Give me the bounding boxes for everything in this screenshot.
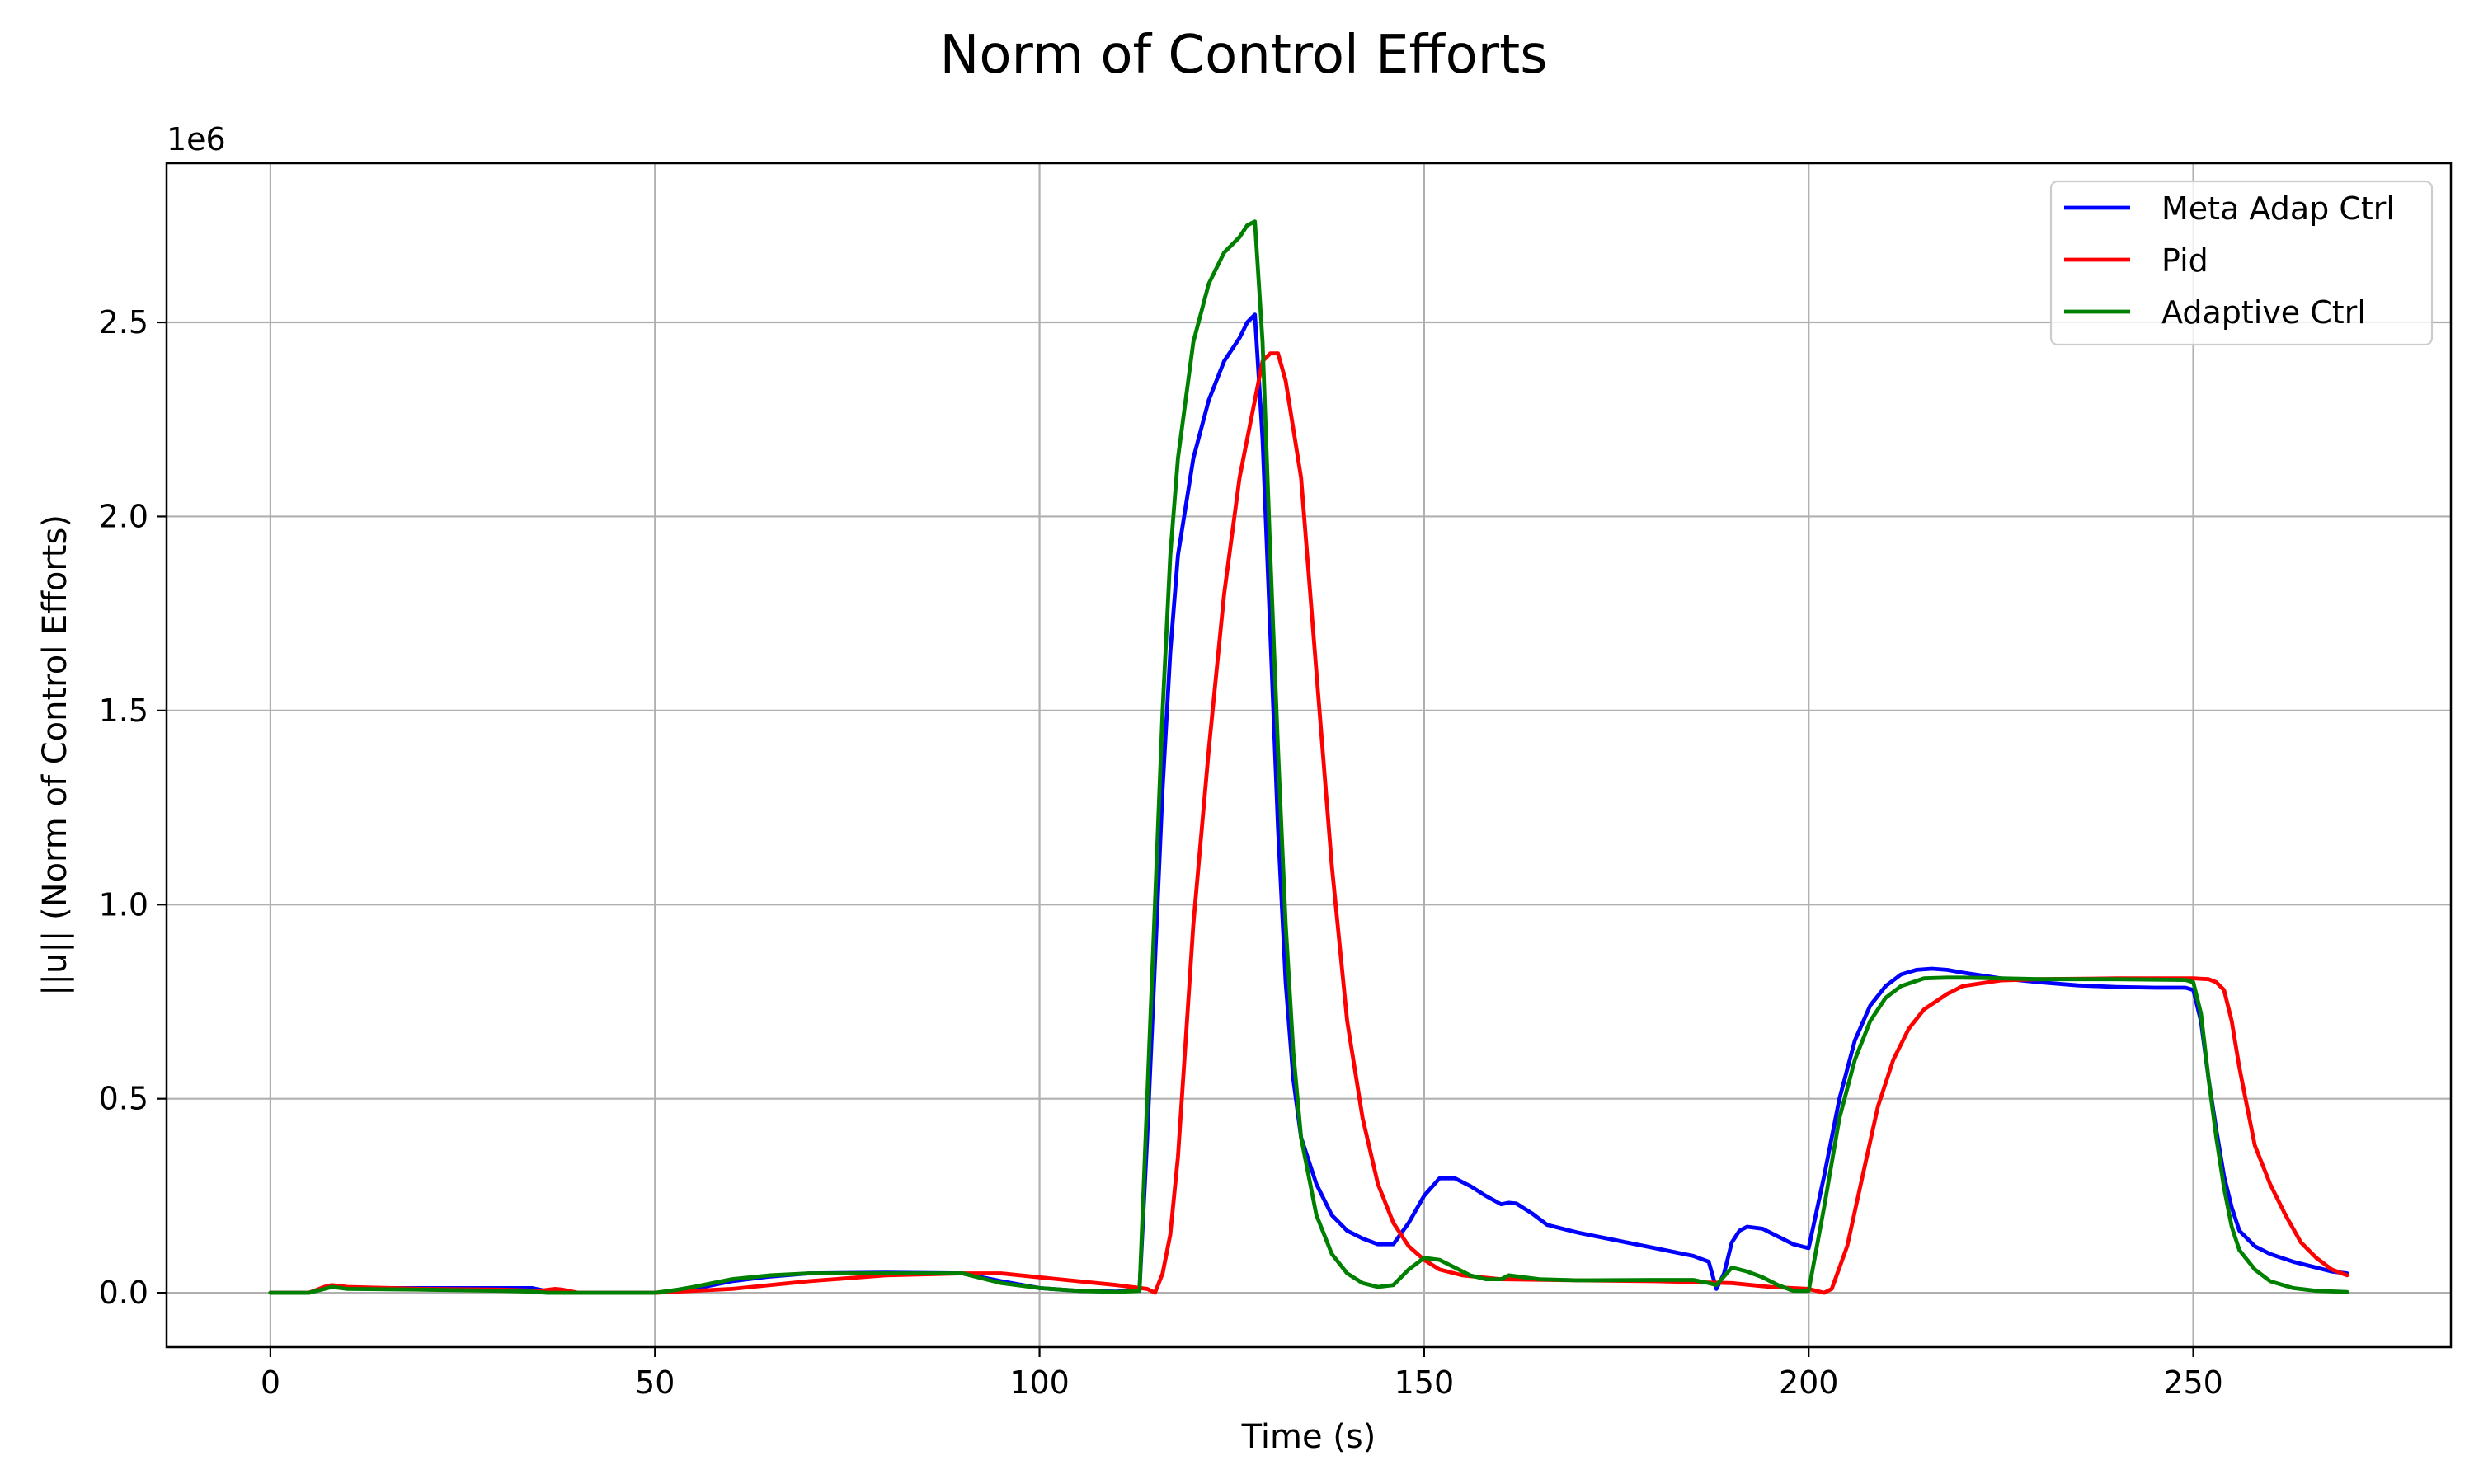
legend-label-meta-adap-ctrl: Meta Adap Ctrl xyxy=(2161,190,2395,227)
x-tick-label: 50 xyxy=(635,1364,675,1401)
series-lines xyxy=(268,219,2349,1295)
y-tick-label: 1.0 xyxy=(99,886,148,923)
series-line-adaptive-ctrl xyxy=(268,219,2349,1295)
x-tick-label: 150 xyxy=(1395,1364,1455,1401)
y-offset-label: 1e6 xyxy=(167,121,226,157)
chart-title: Norm of Control Efforts xyxy=(939,25,1547,86)
legend-label-pid: Pid xyxy=(2161,242,2208,279)
y-tick-label: 1.5 xyxy=(99,693,148,729)
legend-box xyxy=(2049,180,2434,346)
axis-ticks: 0 50 100 150 200 250 0.0 0.5 1.0 1.5 2.0 2.5 xyxy=(99,304,2223,1401)
series-line-pid xyxy=(268,351,2349,1295)
x-tick-label: 200 xyxy=(1779,1364,1839,1401)
series-line-meta-adap-ctrl xyxy=(268,312,2349,1295)
x-tick-label: 100 xyxy=(1009,1364,1070,1401)
plot-frame xyxy=(165,162,2453,1349)
legend: Meta Adap Ctrl Pid Adaptive Ctrl xyxy=(2049,180,2434,346)
y-tick-label: 2.5 xyxy=(99,304,148,340)
x-axis-label: Time (s) xyxy=(1241,1418,1376,1456)
legend-label-adaptive-ctrl: Adaptive Ctrl xyxy=(2161,294,2366,331)
x-tick-label: 0 xyxy=(261,1364,280,1401)
y-axis-label: ||u|| (Norm of Control Efforts) xyxy=(36,514,74,996)
y-tick-label: 2.0 xyxy=(99,498,148,534)
x-tick-label: 250 xyxy=(2163,1364,2223,1401)
y-tick-label: 0.5 xyxy=(99,1081,148,1117)
y-tick-label: 0.0 xyxy=(99,1275,148,1311)
